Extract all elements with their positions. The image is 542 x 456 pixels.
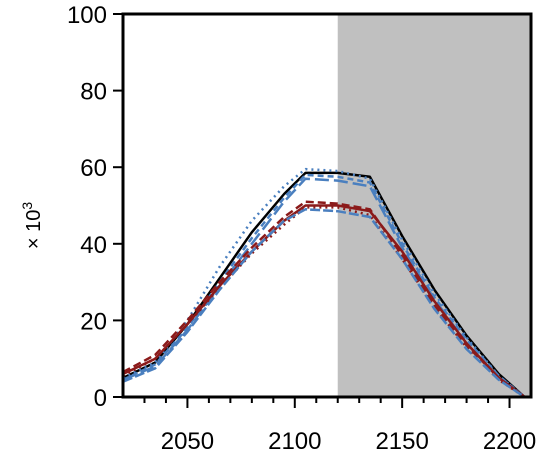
x-tick-label: 2200 (483, 428, 536, 455)
y-tick-label: 60 (80, 155, 107, 182)
y-tick-label: 100 (67, 2, 107, 29)
plot-frame (121, 12, 533, 399)
series-line-7 (122, 208, 526, 399)
y-tick-label: 40 (80, 232, 107, 259)
series-layer (122, 167, 526, 399)
series-line-6 (122, 206, 526, 399)
series-line-4 (122, 204, 526, 399)
x-tick-label: 2050 (161, 428, 214, 455)
y-tick-label: 0 (94, 385, 107, 412)
x-tick-label: 2150 (375, 428, 428, 455)
y-tick-label: 20 (80, 308, 107, 335)
x-tick-label: 2100 (268, 428, 321, 455)
y-tick-label: 80 (80, 79, 107, 106)
y-axis-title-base: × 10 (23, 210, 45, 249)
y-axis-title-exponent: 3 (19, 202, 35, 210)
series-line-1 (122, 173, 526, 398)
ticks-layer: 2050 2100 2150 2200 0 20 40 60 80 100 (67, 2, 536, 455)
y-axis-title: × 103 (19, 202, 45, 249)
shaded-region (337, 14, 531, 397)
